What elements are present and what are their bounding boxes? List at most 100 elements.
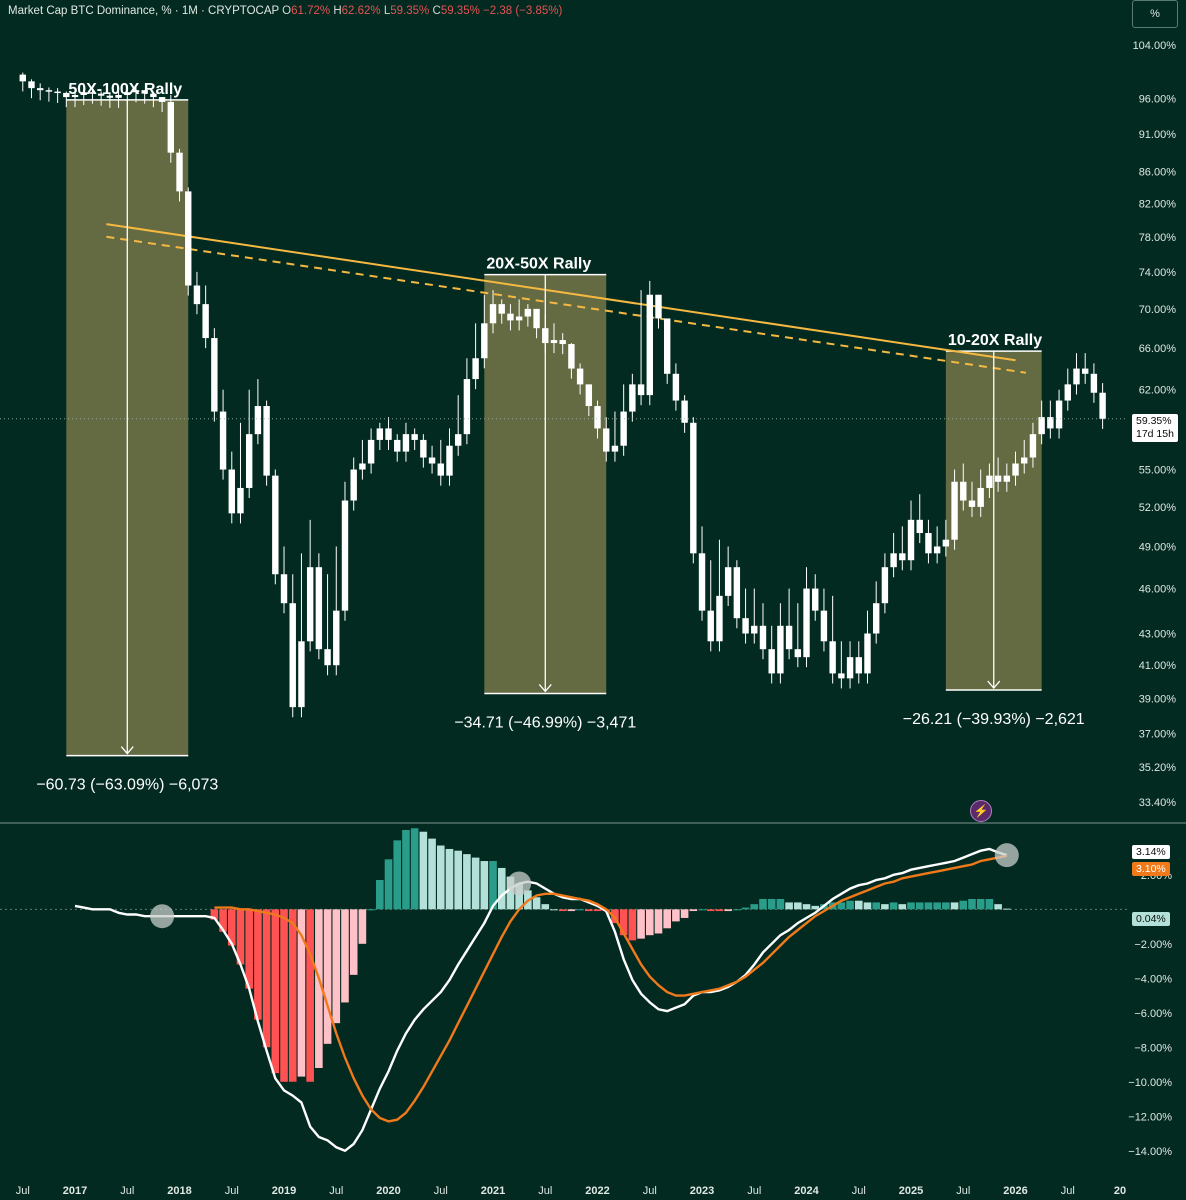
candle-body: [193, 285, 201, 305]
candle-body: [576, 368, 584, 385]
macd-value-tag: 3.14%: [1132, 845, 1170, 859]
candle-body: [454, 434, 462, 446]
candle-body: [925, 533, 932, 554]
symbol-title[interactable]: Market Cap BTC Dominance, % · 1M · CRYPT…: [8, 5, 279, 17]
macd-histogram-bar: [689, 909, 698, 912]
candle-body: [89, 92, 96, 94]
macd-histogram-bar: [410, 828, 419, 910]
candle-body: [568, 344, 575, 369]
candle-body: [1064, 384, 1071, 401]
close-value: 59.35%: [440, 5, 480, 17]
candle-body: [672, 373, 680, 401]
price-tick-label: 55.00%: [1139, 465, 1177, 477]
macd-histogram-bar: [785, 902, 793, 910]
candle-body: [245, 434, 253, 488]
candle-body: [132, 90, 140, 93]
time-tick-label: 2017: [63, 1185, 87, 1197]
candle-body: [698, 553, 706, 611]
candle-body: [463, 379, 471, 435]
macd-histogram-bar: [480, 861, 489, 910]
trendlines: [106, 223, 1027, 374]
candle-body: [1055, 400, 1063, 429]
candle-body: [289, 603, 296, 708]
trendline-dashed: [106, 235, 1027, 374]
candle-body: [594, 406, 601, 429]
price-tick-label: 49.00%: [1139, 541, 1177, 553]
candle-body: [228, 469, 235, 514]
crossover-marker: [150, 904, 175, 929]
candle-body: [333, 610, 340, 666]
macd-histogram-bar: [393, 840, 402, 910]
candle-body: [263, 406, 270, 476]
macd-histogram-bar: [576, 909, 584, 911]
macd-histogram-bar: [672, 909, 680, 922]
macd-histogram-bar: [628, 909, 637, 941]
macd-histogram-bar: [776, 898, 785, 910]
price-tick-label: 96.00%: [1139, 93, 1177, 105]
histogram-value-tag: 0.04%: [1132, 912, 1170, 926]
macd-pane: 2.00%−2.00%−4.00%−6.00%−8.00%−10.00%−12.…: [0, 828, 1172, 1158]
candle-body: [394, 439, 401, 452]
candle-body: [803, 588, 810, 658]
macd-histogram-bar: [698, 909, 706, 911]
price-tick-label: 70.00%: [1139, 304, 1177, 316]
macd-histogram-bar: [724, 909, 732, 912]
candle-body: [620, 411, 627, 446]
candle-body: [611, 445, 619, 452]
candle-body: [820, 610, 828, 642]
candle-body: [324, 649, 331, 666]
macd-histogram-bar: [994, 904, 1002, 910]
low-label: L: [383, 5, 391, 17]
candle-body: [742, 618, 749, 634]
time-tick-label: 2018: [167, 1185, 191, 1197]
candle-body: [838, 673, 845, 679]
macd-histogram-bar: [567, 909, 576, 912]
price-tick-label: 46.00%: [1139, 584, 1177, 596]
macd-histogram-bar: [463, 854, 471, 910]
candle-body: [646, 294, 653, 396]
macd-histogram-bar: [811, 905, 820, 910]
candles: [0, 72, 1128, 718]
candle-body: [603, 428, 610, 452]
macd-histogram-bar: [846, 900, 854, 910]
candle-body: [428, 457, 436, 464]
price-tick-label: 43.00%: [1139, 628, 1177, 640]
macd-histogram-bar: [428, 838, 436, 910]
rally-label: 50X-100X Rally: [68, 81, 182, 98]
time-tick-label: Jul: [956, 1185, 970, 1197]
last-price-tag: 59.35% 17d 15h: [1132, 414, 1178, 442]
candle-body: [376, 428, 384, 440]
candle-body: [751, 625, 758, 634]
candle-body: [986, 475, 993, 488]
macd-histogram-bar: [593, 909, 602, 912]
time-tick-label: 2019: [272, 1185, 296, 1197]
candle-body: [550, 340, 558, 344]
measure-label: −34.71 (−46.99%) −3,471: [454, 714, 636, 731]
macd-histogram-bar: [663, 909, 671, 929]
macd-histogram-bar: [227, 909, 236, 946]
time-tick-label: Jul: [1061, 1185, 1075, 1197]
price-tick-label: 82.00%: [1139, 198, 1177, 210]
candle-body: [97, 93, 105, 96]
macd-histogram-bar: [445, 848, 454, 910]
time-tick-label: 2023: [690, 1185, 714, 1197]
macd-histogram-bar: [280, 909, 288, 1082]
measure-arrowhead: [987, 680, 1001, 690]
macd-histogram-bar: [341, 909, 349, 1003]
macd-histogram-bar: [489, 861, 497, 910]
candle-body: [185, 191, 192, 286]
candle-body: [637, 384, 645, 396]
time-tick-label: Jul: [538, 1185, 552, 1197]
candle-body: [524, 308, 532, 317]
candle-body: [960, 481, 967, 501]
candle-body: [359, 463, 366, 470]
candle-body: [951, 481, 958, 540]
time-tick-label: 2024: [794, 1185, 819, 1197]
candle-body: [881, 567, 889, 604]
lightning-alert-icon[interactable]: ⚡: [970, 800, 992, 822]
candle-body: [1003, 475, 1011, 482]
price-tick-label: 41.00%: [1139, 660, 1177, 672]
candle-body: [71, 95, 79, 98]
percent-scale-button[interactable]: %: [1132, 0, 1178, 28]
